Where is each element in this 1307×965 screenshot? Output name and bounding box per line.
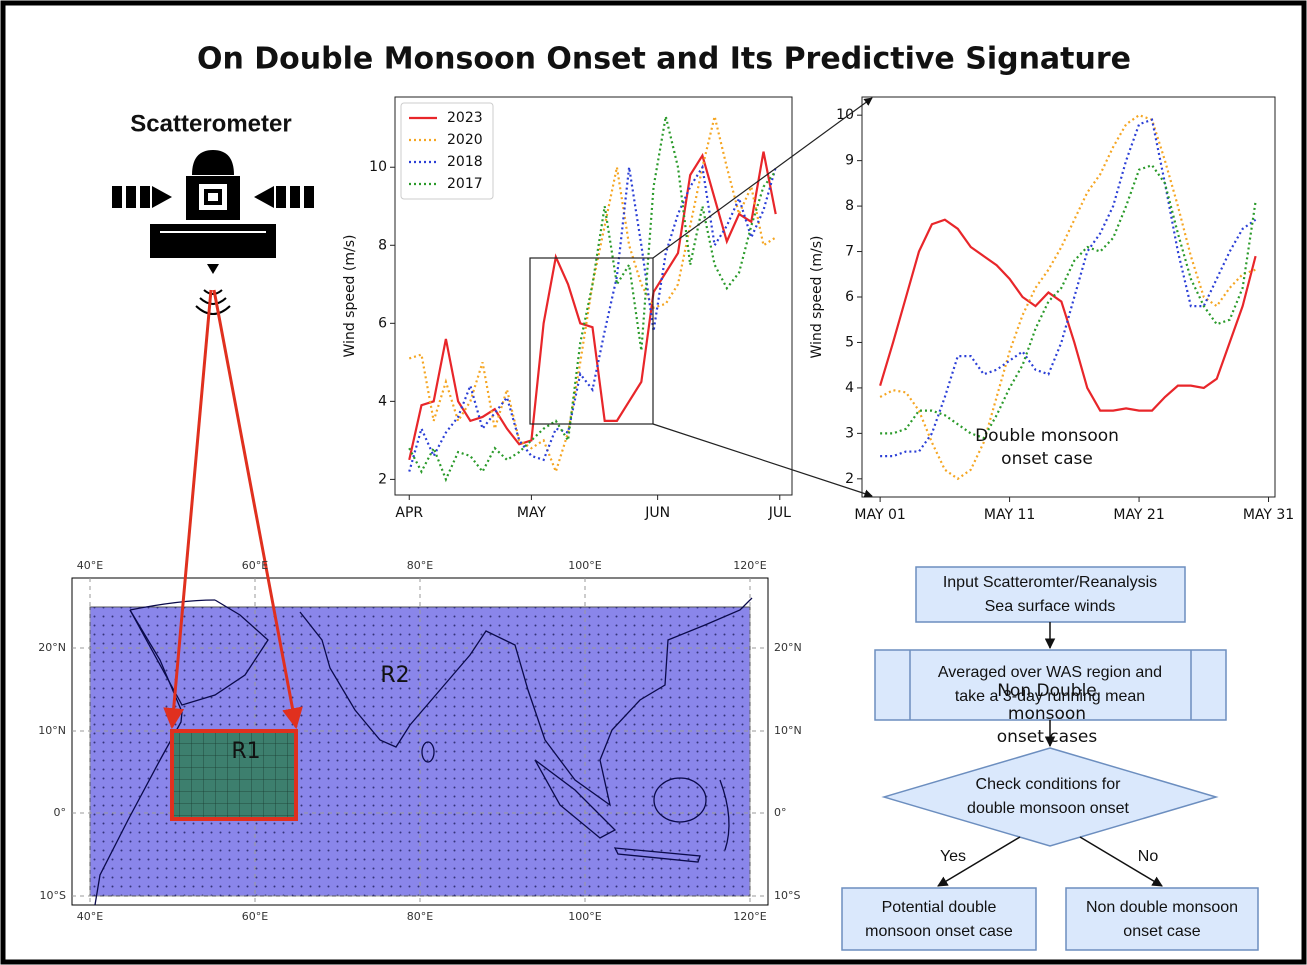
legend-label: 2020 <box>447 132 483 148</box>
lon-label: 80°E <box>407 910 433 923</box>
y-tick-label: 10 <box>836 107 854 123</box>
x-tick-label: APR <box>395 505 423 521</box>
lat-label: 20°N <box>774 641 802 654</box>
y-tick-label: 5 <box>845 334 854 350</box>
y-axis-label: Wind speed (m/s) <box>809 236 825 359</box>
annotation: Double monsoon <box>975 426 1119 446</box>
map: R2 R1 <box>72 578 768 905</box>
satellite-label: Scatterometer <box>130 110 291 137</box>
lon-label: 120°E <box>733 559 766 572</box>
annotation: Non Double <box>997 681 1097 701</box>
annotation: onset cases <box>997 727 1098 747</box>
lat-label: 10°N <box>774 724 802 737</box>
flow-text: Check conditions for <box>976 776 1122 793</box>
region-label: R1 <box>231 739 260 764</box>
flow-text: double monsoon onset <box>967 800 1129 817</box>
x-tick-label: MAY 21 <box>1113 507 1164 523</box>
flow-text: Potential double <box>882 899 997 916</box>
x-tick-label: JUL <box>768 505 791 521</box>
flow-text: onset case <box>1123 923 1200 940</box>
lat-label: 0° <box>774 806 787 819</box>
lon-label: 40°E <box>77 559 103 572</box>
flow-edge-label: No <box>1138 848 1159 865</box>
annotation: monsoon <box>1008 704 1086 724</box>
lat-label: 10°S <box>40 889 66 902</box>
flow-text: Averaged over WAS region and <box>938 664 1162 681</box>
y-tick-label: 7 <box>845 244 854 260</box>
x-tick-label: MAY 11 <box>984 507 1035 523</box>
lon-label: 40°E <box>77 910 103 923</box>
y-tick-label: 6 <box>378 315 387 331</box>
x-tick-label: MAY 31 <box>1243 507 1294 523</box>
legend-label: 2018 <box>447 154 483 170</box>
flow-node <box>842 888 1036 950</box>
legend-label: 2023 <box>447 110 483 126</box>
y-tick-label: 6 <box>845 289 854 305</box>
lon-label: 100°E <box>568 559 601 572</box>
lon-label: 80°E <box>407 559 433 572</box>
lon-label: 60°E <box>242 910 268 923</box>
figure: On Double Monsoon Onset and Its Predicti… <box>0 0 1307 965</box>
lat-label: 0° <box>54 806 67 819</box>
annotation: onset case <box>1001 449 1093 469</box>
flow-text: Sea surface winds <box>985 598 1116 615</box>
y-tick-label: 8 <box>378 237 387 253</box>
region-label: R2 <box>380 663 409 688</box>
lat-label: 10°S <box>774 889 800 902</box>
lat-label: 20°N <box>38 641 66 654</box>
flow-text: Input Scatteromter/Reanalysis <box>943 574 1157 591</box>
y-tick-label: 8 <box>845 198 854 214</box>
y-tick-label: 10 <box>369 159 387 175</box>
y-tick-label: 2 <box>378 471 387 487</box>
title: On Double Monsoon Onset and Its Predicti… <box>197 42 1131 77</box>
y-tick-label: 3 <box>845 425 854 441</box>
legend-label: 2017 <box>447 176 483 192</box>
y-tick-label: 4 <box>845 380 854 396</box>
y-tick-label: 9 <box>845 153 854 169</box>
lon-label: 100°E <box>568 910 601 923</box>
x-tick-label: MAY <box>517 505 547 521</box>
y-tick-label: 2 <box>845 471 854 487</box>
lon-label: 120°E <box>733 910 766 923</box>
x-tick-label: JUN <box>644 505 670 521</box>
x-tick-label: MAY 01 <box>854 507 905 523</box>
flow-text: Non double monsoon <box>1086 899 1238 916</box>
lat-label: 10°N <box>38 724 66 737</box>
y-axis-label: Wind speed (m/s) <box>342 235 358 358</box>
flow-node <box>1066 888 1258 950</box>
y-tick-label: 4 <box>378 393 387 409</box>
lon-label: 60°E <box>242 559 268 572</box>
flow-text: monsoon onset case <box>865 923 1013 940</box>
flow-edge-label: Yes <box>940 848 966 865</box>
